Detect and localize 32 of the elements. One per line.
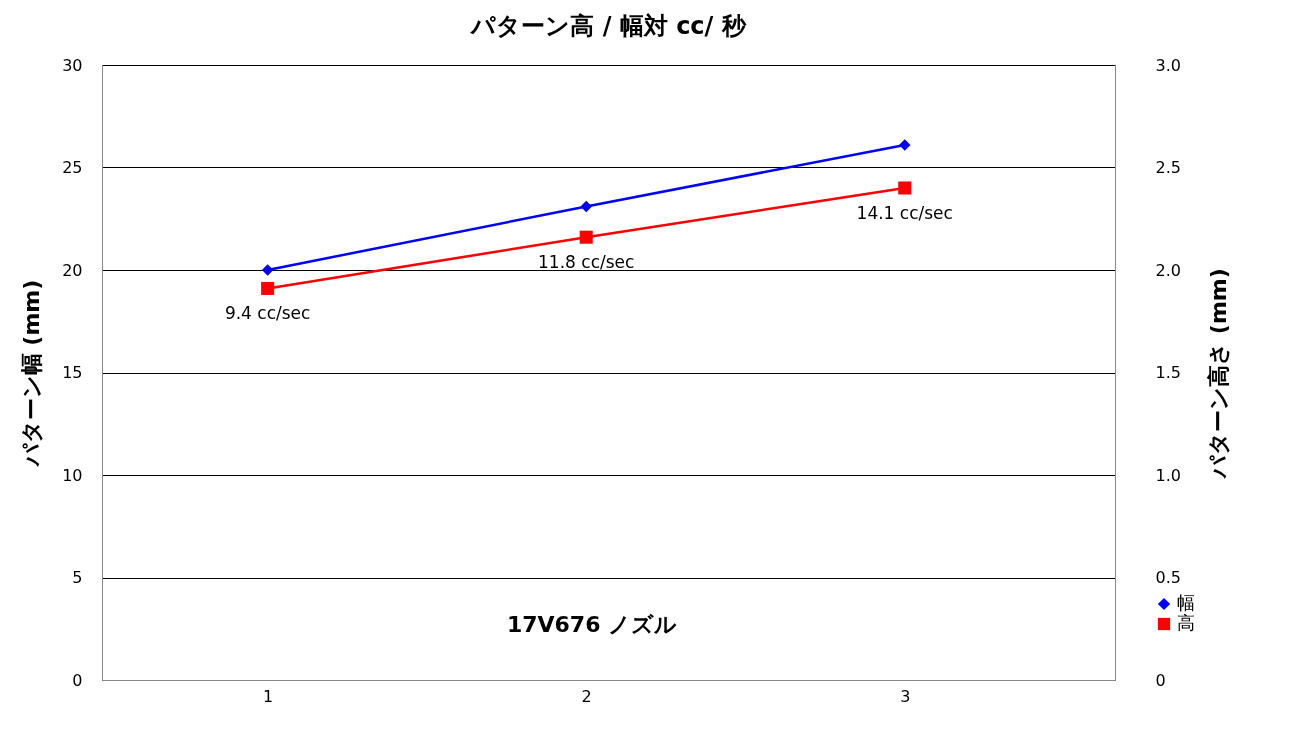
point bbox=[580, 200, 592, 213]
y2-tick-label: 3.0 bbox=[1155, 55, 1181, 75]
x-tick-label: 3 bbox=[900, 686, 911, 706]
y-tick-label: 0 bbox=[72, 670, 83, 690]
point bbox=[579, 230, 593, 244]
point bbox=[899, 139, 911, 151]
annotation: 14.1 cc/sec bbox=[856, 203, 953, 223]
y2-axis-title: パターン高さ (mm) bbox=[1205, 268, 1231, 479]
legend-label: 幅 bbox=[1177, 592, 1195, 613]
y2-tick-label: 2.0 bbox=[1155, 260, 1181, 280]
legend-label: 高 bbox=[1177, 612, 1195, 633]
y-tick-label: 5 bbox=[72, 568, 83, 587]
chart-title: パターン高 / 幅対 cc/ 秒 bbox=[469, 12, 747, 40]
y2-tick-label: 0 bbox=[1155, 670, 1166, 690]
point bbox=[898, 181, 912, 195]
x-tick-label: 2 bbox=[581, 686, 592, 706]
y2-tick-label: 1.5 bbox=[1155, 363, 1181, 382]
y2-tick-label: 1.0 bbox=[1155, 465, 1181, 485]
x-tick-label: 1 bbox=[263, 686, 274, 706]
y-tick-label: 15 bbox=[62, 363, 83, 382]
y-axis-title: パターン幅 (mm) bbox=[19, 279, 45, 468]
point bbox=[261, 281, 275, 295]
y2-tick-label: 0.5 bbox=[1155, 568, 1181, 587]
y2-tick-label: 2.5 bbox=[1155, 158, 1181, 177]
point bbox=[261, 264, 274, 276]
y-tick-label: 30 bbox=[62, 55, 83, 75]
y-tick-label: 20 bbox=[62, 260, 83, 280]
y-tick-label: 10 bbox=[62, 465, 83, 485]
annotation: 11.8 cc/sec bbox=[538, 252, 635, 273]
y-tick-label: 25 bbox=[62, 158, 83, 177]
annotation: 9.4 cc/sec bbox=[224, 303, 311, 324]
annotation: 17V676 ノズル bbox=[506, 612, 678, 637]
